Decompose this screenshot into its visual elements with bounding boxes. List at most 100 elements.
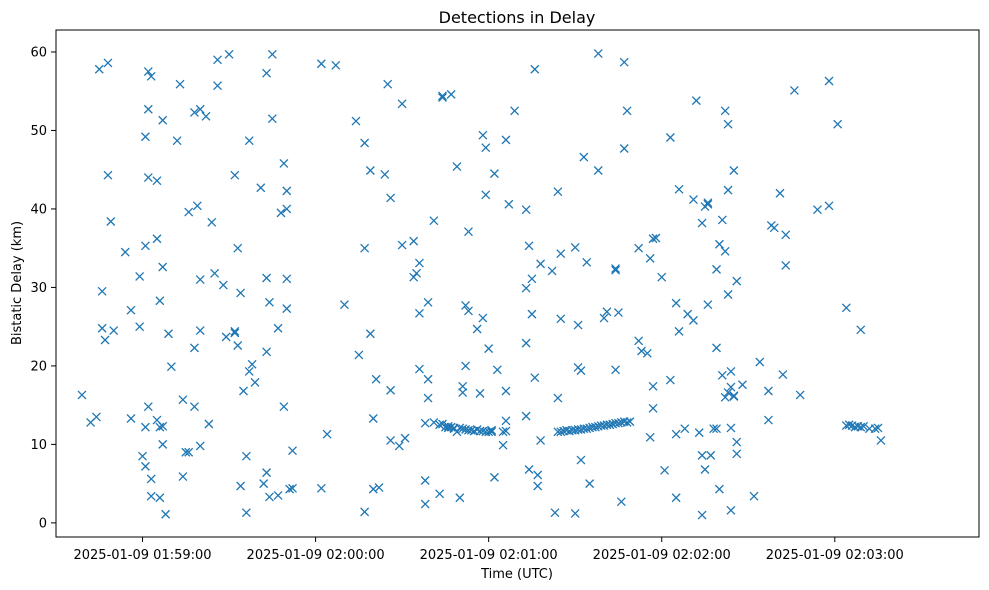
- data-point: [714, 239, 724, 249]
- data-point: [720, 106, 730, 116]
- data-point: [414, 364, 424, 374]
- data-point: [221, 332, 231, 342]
- data-point: [161, 509, 171, 519]
- data-point: [365, 166, 375, 175]
- data-point: [158, 421, 168, 431]
- data-point: [438, 93, 447, 102]
- data-point: [781, 230, 791, 240]
- data-point: [501, 386, 511, 396]
- data-point: [461, 301, 471, 310]
- data-point: [400, 433, 410, 443]
- y-tick-label: 40: [30, 202, 47, 217]
- data-point: [749, 491, 759, 501]
- data-point: [224, 49, 234, 59]
- x-tick-label: 2025-01-09 02:03:00: [766, 548, 904, 563]
- data-point: [279, 158, 289, 168]
- data-point: [729, 392, 739, 401]
- data-point: [521, 338, 531, 348]
- data-point: [233, 243, 243, 253]
- data-point: [264, 297, 274, 307]
- y-tick-label: 10: [30, 438, 47, 453]
- data-point: [674, 184, 684, 194]
- y-axis-label: Bistatic Delay (km): [10, 221, 25, 345]
- data-point: [478, 130, 488, 140]
- data-point: [769, 223, 779, 233]
- data-point: [236, 288, 246, 298]
- data-point: [550, 508, 560, 518]
- data-point: [120, 247, 130, 257]
- data-point: [386, 385, 396, 395]
- data-point: [207, 217, 217, 227]
- data-point: [501, 416, 511, 426]
- data-point: [331, 60, 341, 70]
- data-point: [642, 348, 652, 358]
- data-point: [533, 481, 543, 491]
- data-point: [726, 505, 736, 515]
- data-point: [844, 420, 854, 430]
- data-point: [510, 106, 520, 116]
- data-point: [602, 307, 612, 317]
- data-point: [732, 449, 742, 459]
- data-point: [409, 236, 419, 246]
- data-point: [530, 373, 540, 383]
- data-point: [712, 343, 721, 353]
- data-point: [651, 233, 661, 243]
- data-point: [195, 441, 205, 451]
- data-point: [593, 166, 603, 175]
- data-point: [140, 132, 150, 142]
- data-point: [175, 79, 185, 89]
- data-point: [712, 424, 721, 434]
- data-point: [288, 483, 297, 493]
- data-point: [273, 323, 283, 333]
- data-point: [504, 199, 514, 209]
- data-point: [143, 104, 153, 114]
- data-point: [126, 414, 136, 423]
- data-point: [619, 144, 629, 153]
- data-point: [189, 402, 199, 412]
- data-point: [521, 283, 531, 293]
- data-point: [91, 412, 101, 422]
- data-point: [723, 388, 733, 398]
- data-point: [498, 440, 508, 450]
- data-point: [795, 390, 805, 400]
- data-point: [613, 308, 623, 317]
- data-point: [380, 169, 390, 179]
- data-point: [789, 85, 799, 95]
- data-point: [464, 227, 473, 237]
- data-point: [262, 468, 272, 478]
- data-point: [262, 347, 272, 357]
- data-point: [573, 320, 583, 330]
- data-point: [178, 395, 188, 405]
- data-point: [106, 217, 116, 226]
- data-point: [354, 350, 364, 360]
- data-point: [279, 402, 289, 412]
- data-point: [285, 484, 295, 494]
- data-point: [582, 424, 592, 434]
- data-point: [775, 188, 785, 198]
- data-point: [876, 436, 886, 445]
- data-point: [155, 493, 165, 503]
- data-point: [527, 309, 537, 319]
- data-point: [455, 423, 465, 433]
- data-point: [143, 173, 153, 183]
- data-point: [230, 328, 240, 338]
- data-point: [97, 286, 107, 296]
- data-point: [611, 264, 621, 274]
- data-point: [360, 138, 370, 148]
- data-point: [599, 313, 609, 323]
- data-point: [138, 451, 147, 461]
- data-point: [671, 429, 681, 439]
- y-tick-label: 50: [30, 124, 47, 139]
- data-point: [438, 91, 447, 101]
- data-point: [873, 423, 883, 433]
- data-point: [146, 71, 156, 81]
- data-point: [856, 422, 866, 432]
- data-point: [316, 59, 326, 69]
- data-point: [97, 323, 107, 333]
- data-point: [423, 374, 433, 384]
- data-point: [135, 322, 145, 332]
- data-point: [611, 365, 621, 375]
- data-point: [524, 241, 534, 251]
- data-point: [443, 421, 453, 431]
- data-point: [316, 483, 326, 493]
